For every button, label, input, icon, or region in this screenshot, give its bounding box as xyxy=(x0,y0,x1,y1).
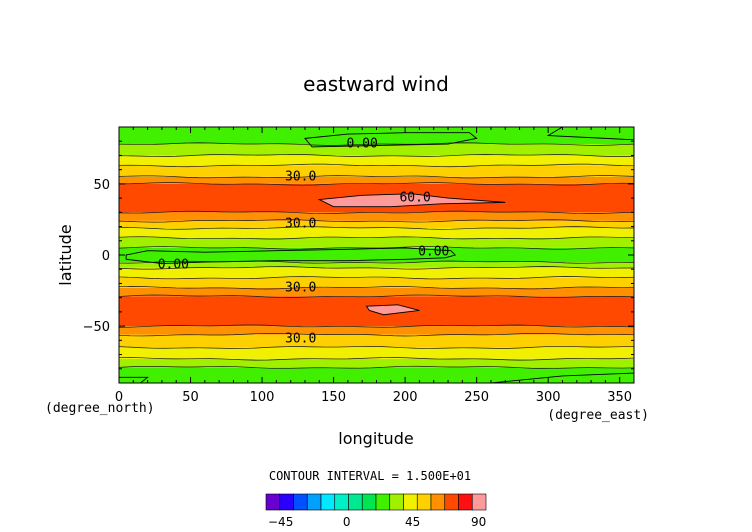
contour-label: 60.0 xyxy=(399,191,430,206)
colorbar: −45 0 45 90 xyxy=(265,493,487,529)
x-tick-label: 0 xyxy=(115,390,123,405)
contour-band xyxy=(119,267,634,278)
contour-line xyxy=(119,332,634,337)
contour-band xyxy=(119,144,634,156)
x-axis-ticks: 0 50 100 150 200 250 300 350 xyxy=(115,127,632,405)
contour-line xyxy=(119,163,634,168)
y-tick-label: 50 xyxy=(93,178,110,193)
x-axis-label: longitude xyxy=(338,429,413,448)
x-unit-label: (degree_east) xyxy=(547,408,649,423)
colorbar-tick-label: 0 xyxy=(343,515,351,529)
contour-line xyxy=(119,219,634,223)
contour-label: 0.00 xyxy=(347,137,378,152)
contour-interval-text: CONTOUR INTERVAL = 1.500E+01 xyxy=(269,469,471,483)
x-tick-label: 300 xyxy=(536,390,561,405)
contour-band xyxy=(119,358,634,368)
colorbar-swatch xyxy=(389,493,404,511)
contour-band xyxy=(119,176,634,184)
colorbar-swatch xyxy=(265,493,281,511)
colorbar-tick-label: 90 xyxy=(471,515,486,529)
colorbar-swatch xyxy=(306,493,322,511)
contour-band xyxy=(119,220,634,228)
contour-line xyxy=(119,357,634,361)
contour-line xyxy=(119,154,634,157)
colorbar-swatch xyxy=(361,493,377,511)
colorbar-swatch xyxy=(348,493,363,511)
contour-line xyxy=(119,260,634,264)
colorbar-tick-label: 45 xyxy=(405,515,420,529)
colorbar-swatch xyxy=(293,493,308,511)
x-tick-label: 250 xyxy=(464,390,489,405)
colorbar-swatch xyxy=(320,493,336,511)
contour-line xyxy=(119,266,634,270)
contour-label: 30.0 xyxy=(285,169,316,184)
contour-label: 30.0 xyxy=(285,216,316,231)
colorbar-swatch xyxy=(471,493,487,511)
colorbar-swatch xyxy=(458,493,473,511)
x-tick-label: 100 xyxy=(250,390,275,405)
contour-region xyxy=(490,372,634,383)
contour-label: 0.00 xyxy=(158,258,189,273)
contour-region xyxy=(125,247,457,264)
contour-band xyxy=(119,212,634,221)
contour-line xyxy=(119,346,634,349)
contour-band xyxy=(119,227,634,238)
colorbar-swatch xyxy=(416,493,432,511)
contour-line xyxy=(119,226,634,230)
colorbar-tick-label: −45 xyxy=(268,515,293,529)
y-axis-ticks: −50 0 50 xyxy=(83,140,634,370)
contour-line xyxy=(119,175,634,179)
chart-title: eastward wind xyxy=(303,72,449,96)
x-tick-label: 50 xyxy=(182,390,199,405)
colorbar-swatch xyxy=(279,493,294,511)
contour-band xyxy=(119,262,634,268)
contour-line xyxy=(119,182,634,186)
x-tick-label: 350 xyxy=(607,390,632,405)
x-tick-label: 200 xyxy=(393,390,418,405)
wind-field xyxy=(119,127,634,383)
contour-band xyxy=(119,326,634,335)
contour-band xyxy=(119,277,634,288)
contour-lines xyxy=(119,142,634,369)
contour-line xyxy=(119,324,634,328)
contour-line xyxy=(119,294,634,298)
contour-band xyxy=(119,334,634,348)
contour-line xyxy=(119,210,634,214)
contour-line xyxy=(119,142,634,146)
y-axis-label: latitude xyxy=(56,224,75,285)
contour-line xyxy=(119,286,634,290)
contour-region xyxy=(317,193,506,208)
contour-band xyxy=(119,287,634,297)
contour-line xyxy=(119,236,634,240)
y-tick-label: 0 xyxy=(102,249,110,264)
contour-band xyxy=(119,237,634,248)
contour-line xyxy=(119,276,634,280)
contour-band xyxy=(119,367,634,383)
contour-label: 0.00 xyxy=(418,245,449,260)
contour-region xyxy=(365,304,420,316)
contour-region xyxy=(546,127,634,141)
contour-band xyxy=(119,347,634,359)
y-unit-label: (degree_north) xyxy=(45,401,155,416)
contour-line xyxy=(119,246,634,250)
colorbar-swatch xyxy=(430,493,446,511)
contour-label: 30.0 xyxy=(285,331,316,346)
colorbar-swatch xyxy=(403,493,418,511)
contour-label: 30.0 xyxy=(285,280,316,295)
colorbar-swatch xyxy=(334,493,349,511)
contour-band xyxy=(119,155,634,166)
contour-labels: 0.00 30.0 60.0 30.0 0.00 0.00 30.0 30.0 xyxy=(158,137,450,347)
colorbar-swatch xyxy=(375,493,391,511)
x-tick-label: 150 xyxy=(321,390,346,405)
contour-band xyxy=(119,165,634,177)
y-tick-label: −50 xyxy=(83,320,110,335)
contour-line xyxy=(119,365,634,369)
colorbar-swatch xyxy=(444,493,459,511)
